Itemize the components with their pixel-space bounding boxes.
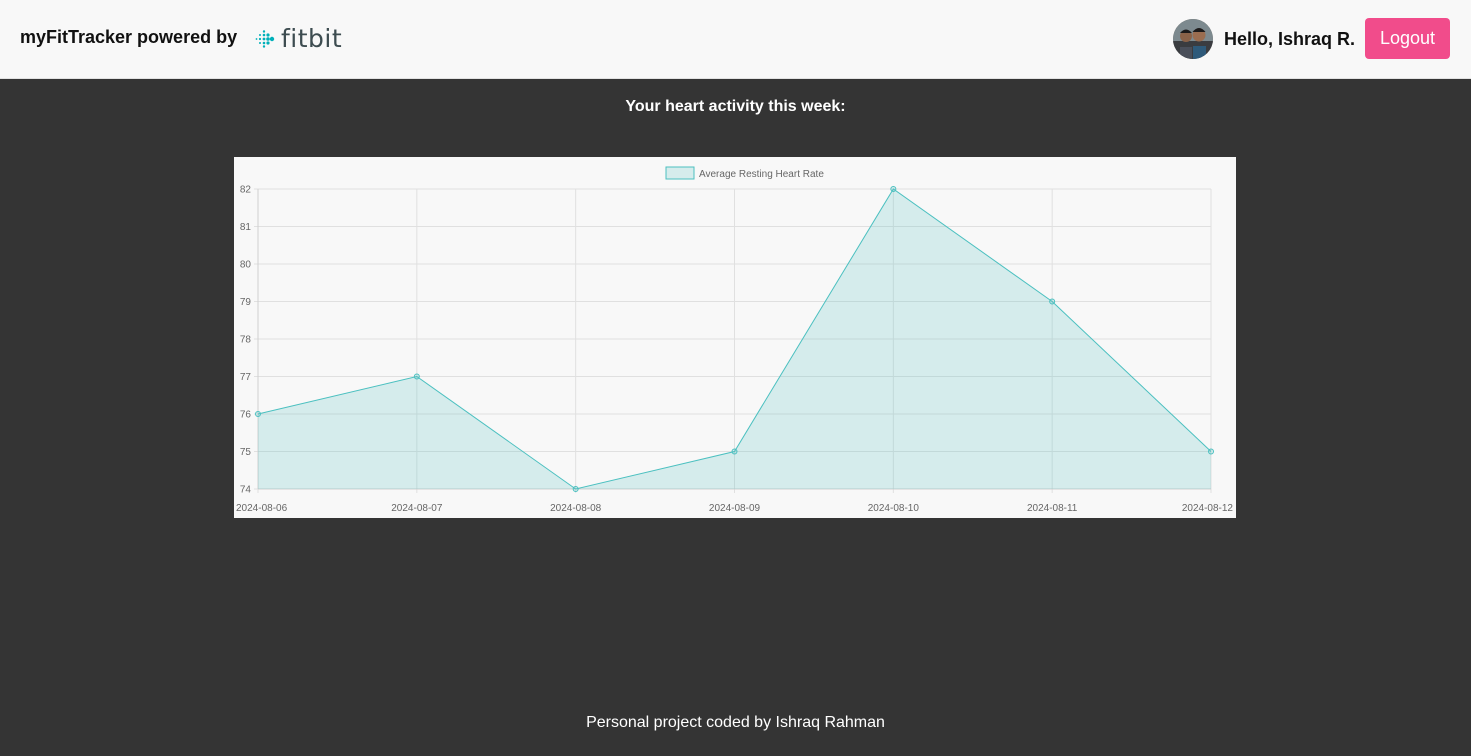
fitbit-logo-text: fitbit: [281, 24, 343, 53]
x-tick-label: 2024-08-10: [868, 503, 920, 514]
x-tick-label: 2024-08-09: [709, 503, 761, 514]
y-tick-label: 75: [240, 447, 252, 458]
app-brand: myFitTracker powered by: [20, 27, 238, 47]
legend-swatch: [665, 166, 695, 180]
data-point: [731, 448, 738, 455]
y-tick-label: 78: [240, 335, 252, 346]
series-area: [258, 189, 1211, 489]
fitbit-dots-icon: [255, 30, 275, 48]
fitbit-logo: fitbit: [255, 25, 342, 53]
y-tick-label: 79: [240, 297, 252, 308]
footer-credit: Personal project coded by Ishraq Rahman: [586, 714, 885, 731]
data-point: [890, 186, 897, 192]
top-navbar: myFitTracker powered by fitbit Hello, Is…: [0, 0, 1471, 79]
x-tick-label: 2024-08-06: [236, 503, 288, 514]
data-point: [255, 411, 261, 417]
page-title: Your heart activity this week:: [625, 98, 846, 115]
x-tick-label: 2024-08-07: [391, 503, 443, 514]
heart-rate-chart: 74 75 76 77 78 79 80 81 82 2024-08-06 2024-08-07 20…: [234, 157, 1236, 518]
avatar-photo-icon: [1173, 19, 1213, 59]
y-tick-label: 74: [240, 485, 252, 496]
series-line: [257, 188, 1212, 490]
user-greeting: Hello, Ishraq R.: [1224, 29, 1356, 49]
x-tick-label: 2024-08-08: [550, 503, 602, 514]
x-tick-label: 2024-08-11: [1027, 503, 1078, 514]
y-tick-label: 80: [240, 260, 252, 271]
legend-label: Average Resting Heart Rate: [699, 169, 824, 180]
y-tick-label: 81: [240, 222, 252, 233]
data-point: [572, 486, 579, 492]
data-point: [1208, 448, 1214, 455]
y-tick-label: 76: [240, 410, 252, 421]
data-point: [1049, 298, 1056, 305]
logout-button[interactable]: Logout: [1365, 18, 1450, 59]
y-tick-label: 77: [240, 372, 252, 383]
user-avatar[interactable]: [1173, 19, 1213, 59]
x-tick-label: 2024-08-12: [1182, 503, 1234, 514]
y-tick-label: 82: [240, 185, 252, 196]
data-point: [413, 373, 420, 380]
chart-canvas: 74 75 76 77 78 79 80 81 82 2024-08-06 2024-08-07 20…: [236, 166, 1234, 514]
